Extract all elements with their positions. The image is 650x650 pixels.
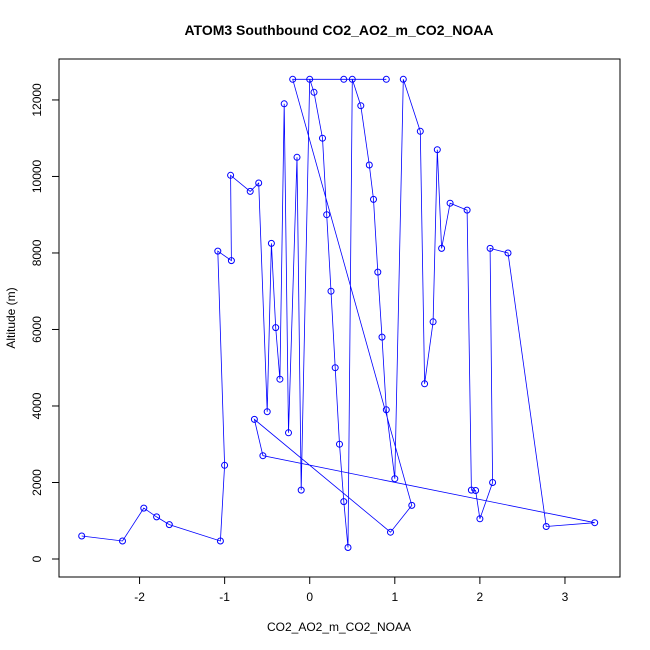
series-line [81, 78, 595, 548]
data-point [387, 528, 394, 536]
axes-layer: -2 -1 0 1 2 3 0 2000 4000 6000 8000 10000 12000 [30, 83, 569, 604]
data-point [272, 324, 280, 332]
data-point [246, 187, 254, 195]
data-point [78, 532, 86, 540]
data-point [263, 408, 271, 416]
data-point [391, 475, 399, 483]
y-tick-label: 8000 [30, 239, 44, 266]
data-point [399, 75, 407, 83]
data-point [463, 206, 471, 214]
data-point [221, 461, 229, 469]
data-point [476, 515, 484, 523]
data-point [280, 100, 288, 108]
data-point [336, 440, 343, 448]
y-tick-label: 4000 [30, 392, 44, 419]
data-point [319, 134, 326, 142]
data-point [357, 102, 365, 110]
data-point [323, 211, 331, 219]
data-point [472, 487, 480, 494]
x-axis-label: CO2_AO2_m_CO2_NOAA [267, 620, 411, 634]
y-tick-label: 6000 [30, 316, 44, 343]
data-point [289, 75, 297, 83]
data-point [310, 88, 318, 96]
data-point [438, 244, 446, 252]
data-point [331, 364, 339, 372]
data-point [285, 429, 292, 437]
data-point [140, 504, 148, 512]
y-tick-label: 2000 [30, 469, 44, 496]
data-point [250, 415, 258, 423]
data-point [408, 501, 416, 509]
data-point [344, 544, 352, 551]
data-point [165, 521, 173, 529]
data-point [382, 406, 390, 414]
data-point [267, 239, 275, 247]
x-tick-label: 0 [306, 590, 313, 604]
data-point [259, 452, 267, 460]
data-point [374, 268, 382, 276]
data-point [340, 498, 348, 506]
x-tick-label: 1 [391, 590, 398, 604]
data-point [227, 171, 235, 179]
data-layer [78, 75, 599, 551]
data-point [542, 523, 550, 530]
data-point [489, 479, 497, 486]
x-tick-label: 3 [562, 590, 569, 604]
data-point [216, 537, 224, 545]
data-point [365, 161, 373, 169]
data-point [327, 287, 335, 295]
y-tick-label: 0 [30, 555, 44, 562]
data-point [119, 537, 126, 545]
x-tick-label: -2 [134, 590, 145, 604]
data-point [293, 153, 301, 161]
plot-frame [58, 58, 621, 578]
data-point [153, 513, 161, 521]
data-point [214, 247, 222, 255]
data-point [504, 249, 512, 257]
data-point [429, 318, 437, 326]
x-tick-label: -1 [219, 590, 230, 604]
data-point [486, 244, 494, 252]
data-point [340, 75, 348, 83]
data-point [421, 380, 429, 388]
y-tick-label: 10000 [30, 159, 44, 193]
data-point [378, 333, 386, 341]
y-tick-label: 12000 [30, 83, 44, 117]
data-point [227, 257, 235, 265]
data-point [348, 75, 356, 83]
data-point [255, 179, 263, 187]
data-point [306, 75, 314, 83]
data-point [382, 75, 390, 83]
data-point [446, 199, 454, 207]
data-point [416, 127, 424, 135]
data-point [297, 486, 305, 494]
data-point [433, 146, 441, 154]
data-point [591, 519, 599, 527]
chart-title: ATOM3 Southbound CO2_AO2_m_CO2_NOAA [184, 22, 493, 38]
y-axis-label: Altitude (m) [4, 287, 18, 348]
data-point [370, 195, 377, 203]
data-point [276, 375, 284, 383]
data-point [467, 486, 475, 494]
x-tick-label: 2 [477, 590, 484, 604]
